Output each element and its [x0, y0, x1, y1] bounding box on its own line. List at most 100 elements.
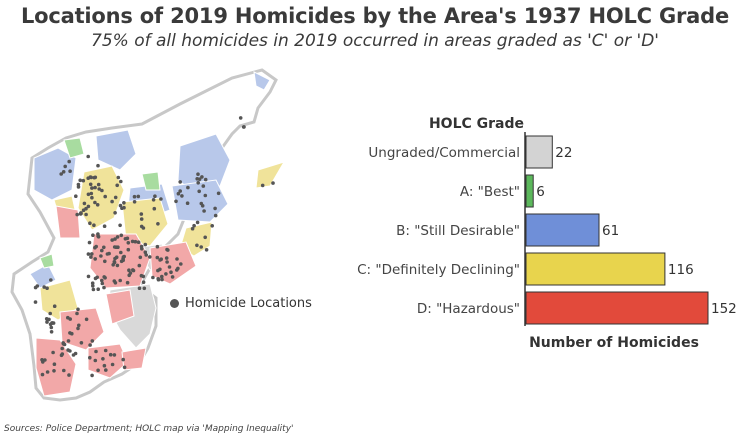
homicide-dot	[196, 181, 200, 185]
homicide-dot	[242, 125, 246, 129]
city-map	[0, 62, 340, 422]
homicide-dot	[210, 224, 214, 228]
homicide-dot	[113, 195, 118, 200]
homicide-dot	[170, 275, 175, 279]
homicide-dot	[148, 255, 152, 259]
homicide-dot	[260, 183, 265, 188]
homicide-dot	[33, 300, 38, 304]
homicide-dot	[112, 353, 117, 357]
area-b	[29, 263, 57, 289]
homicide-dot	[102, 275, 106, 279]
area-a	[63, 137, 85, 159]
homicide-dot	[61, 170, 66, 174]
homicide-dot	[48, 311, 52, 316]
homicide-dot	[93, 358, 98, 363]
homicide-dot	[94, 349, 98, 354]
grade-areas	[29, 71, 286, 397]
homicide-dot	[82, 201, 87, 206]
homicide-dot	[93, 257, 97, 261]
category-label: B: "Still Desirable"	[396, 223, 520, 239]
homicide-dot	[88, 221, 92, 225]
homicide-dot	[96, 368, 100, 373]
bar	[525, 252, 666, 286]
homicide-dot	[77, 323, 81, 328]
homicide-dot	[86, 252, 91, 256]
homicide-dot	[141, 274, 146, 279]
data-label: 6	[536, 184, 545, 200]
area-b	[33, 147, 77, 201]
homicide-dot	[203, 193, 208, 198]
homicide-dot	[79, 211, 83, 215]
homicide-dot	[113, 211, 117, 215]
homicide-dot	[155, 244, 160, 249]
homicide-dot	[67, 159, 71, 164]
homicide-dot	[116, 175, 121, 180]
homicide-dot	[213, 213, 218, 218]
homicide-dot	[103, 194, 107, 199]
homicide-dot	[139, 244, 144, 249]
homicide-dot	[111, 263, 115, 267]
homicide-dot	[87, 240, 92, 245]
homicide-dot	[122, 365, 127, 370]
homicide-dot	[179, 262, 183, 266]
homicide-dot	[49, 325, 54, 330]
homicide-dot	[93, 200, 97, 205]
bar-chart: HOLC Grade Ungraded/Commercial 22 A: "Best…	[357, 116, 737, 351]
area-d	[35, 337, 77, 397]
x-axis-label: Number of Homicides	[529, 335, 699, 351]
homicide-dot	[89, 175, 93, 180]
homicide-dot	[67, 373, 71, 377]
homicide-dot	[66, 348, 70, 352]
homicide-dot	[114, 255, 119, 259]
homicide-dot	[180, 194, 184, 198]
homicide-dot	[47, 317, 51, 322]
homicide-dot	[167, 265, 172, 269]
homicide-dot	[160, 274, 164, 279]
data-label: 61	[602, 223, 619, 239]
homicide-dot	[125, 280, 130, 285]
homicide-dot	[68, 169, 72, 173]
homicide-dot	[90, 339, 95, 343]
homicide-dot	[84, 206, 88, 211]
homicide-dot	[90, 195, 94, 200]
homicide-dot	[175, 268, 179, 272]
homicide-dot	[133, 239, 138, 244]
bar	[525, 174, 534, 208]
area-a	[39, 253, 55, 269]
area-c	[255, 161, 286, 189]
homicide-dot	[45, 286, 49, 290]
homicide-dot	[138, 255, 143, 260]
homicide-dot	[113, 237, 117, 241]
homicide-dot	[86, 192, 91, 197]
homicide-dot	[40, 372, 45, 377]
homicide-dot	[96, 232, 100, 236]
homicide-dot	[165, 260, 169, 264]
homicide-dot	[76, 326, 80, 331]
chart-subtitle: 75% of all homicides in 2019 occurred in…	[91, 31, 659, 51]
homicide-dot	[137, 286, 142, 290]
homicide-dot	[132, 200, 137, 204]
homicide-dot	[96, 287, 100, 291]
homicide-dot	[178, 180, 182, 184]
homicide-dot	[63, 164, 67, 169]
homicide-dot	[151, 198, 156, 202]
map-legend-label: Homicide Locations	[185, 296, 312, 311]
homicide-dot	[90, 186, 94, 190]
homicide-dot	[139, 217, 144, 221]
holc-map-svg	[10, 68, 286, 402]
homicide-dot	[196, 172, 200, 176]
homicide-dot	[75, 311, 79, 316]
homicide-dot	[99, 254, 103, 258]
homicide-dot	[136, 240, 141, 244]
homicide-dot	[74, 194, 78, 198]
homicide-dot	[137, 263, 142, 268]
homicide-dot	[143, 242, 148, 247]
homicide-dot	[52, 304, 57, 308]
homicide-dot	[81, 178, 86, 183]
homicide-dot	[127, 268, 131, 272]
homicide-dot	[119, 179, 123, 184]
homicide-dot	[33, 285, 38, 290]
homicide-dot	[93, 175, 98, 180]
homicide-dot	[195, 243, 199, 248]
homicide-dot	[152, 206, 157, 211]
